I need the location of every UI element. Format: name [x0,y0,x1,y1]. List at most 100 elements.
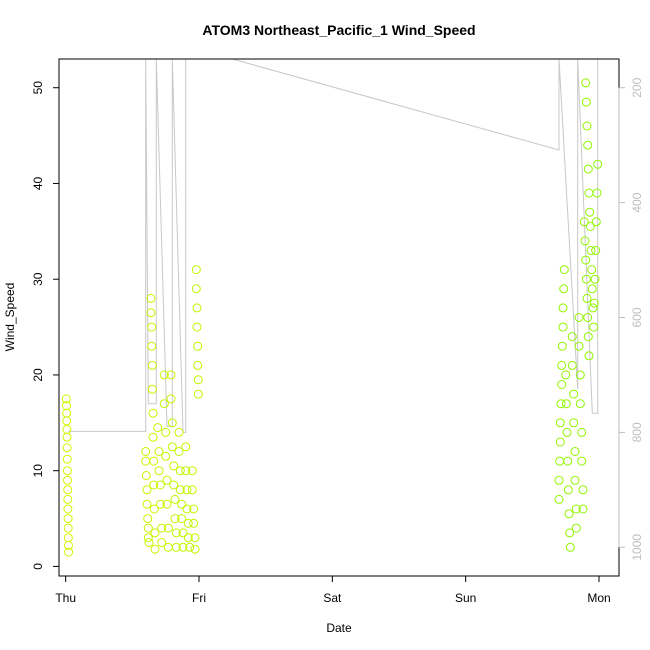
data-point [565,542,575,552]
data-point [183,533,193,543]
data-point [564,509,574,519]
data-point [161,451,171,461]
data-point [563,485,573,495]
data-point [62,425,72,434]
data-point [166,370,176,380]
data-point [561,370,571,380]
data-point [591,217,601,227]
data-point [581,97,591,107]
data-point [174,447,184,456]
data-point [167,418,177,428]
data-point [143,514,153,524]
y-tick-label: 10 [31,464,45,478]
data-point [181,466,191,476]
data-point [157,538,167,547]
data-point [579,217,589,227]
data-point [154,466,164,476]
data-point [565,528,575,538]
data-point [581,78,591,88]
data-point [578,485,588,495]
data-point [555,437,565,447]
data-point [182,504,192,514]
data-point [561,399,571,409]
data-point [62,416,72,426]
y-tick-label: 30 [31,272,45,286]
data-point [149,456,159,466]
series-line [68,58,599,433]
y-tick-label: 20 [31,368,45,382]
x-tick-label: Mon [587,591,610,605]
data-point [63,504,73,514]
data-point [144,538,154,547]
data-point [148,432,158,442]
data-point [62,443,72,453]
data-point [178,542,188,552]
data-point [153,423,163,433]
data-point [170,514,180,524]
data-point [559,284,569,294]
x-axis-label: Date [326,621,352,635]
data-point [587,265,597,275]
data-point [591,246,601,255]
data-point [162,475,172,485]
plot-frame [58,58,620,577]
data-point [63,485,73,495]
data-point [63,533,73,543]
data-point [147,322,157,332]
data-point [193,375,203,385]
data-point [554,475,564,485]
y2-tick-label: 1000 [630,534,644,561]
data-point [167,442,177,452]
data-point [63,494,73,504]
data-point [569,389,579,399]
y-axis-left: 0 10 20 30 40 50 [31,81,60,570]
data-point [191,265,201,275]
data-point [155,480,165,490]
data-point [581,274,591,284]
data-point [63,475,72,485]
data-point [555,418,565,428]
data-point [555,456,565,466]
data-point [143,533,153,543]
data-point [190,544,200,554]
plot-area [61,58,603,557]
data-point [187,466,197,476]
data-point [193,360,203,370]
data-point [161,427,171,437]
x-tick-label: Sun [455,591,476,605]
data-point [189,518,199,528]
data-point [174,427,184,437]
data-point [580,236,590,246]
chart-title: ATOM3 Northeast_Pacific_1 Wind_Speed [202,22,475,38]
data-point [569,418,579,428]
data-point [142,499,152,509]
data-point [582,121,592,131]
data-point [159,399,169,409]
y-tick-label: 40 [31,176,45,190]
data-point [587,284,597,294]
data-point [169,461,179,471]
data-point [557,360,567,370]
data-point [571,504,581,514]
x-tick-label: Fri [192,591,206,605]
data-point [155,499,165,509]
data-point [558,303,568,313]
data-point [577,456,587,466]
data-point [562,427,572,437]
data-point [62,454,72,464]
data-point [143,523,153,533]
data-point [191,284,201,294]
data-point [148,408,158,418]
data-point [589,322,599,332]
data-point [581,255,591,265]
data-point [575,399,585,409]
data-point [190,533,200,543]
data-point [187,485,197,495]
data-point [592,188,602,198]
data-point [189,504,199,514]
x-axis: Thu Fri Sat Sun Mon [55,575,611,605]
y2-tick-label: 600 [630,307,644,327]
data-point [583,313,593,322]
data-point [141,456,151,466]
